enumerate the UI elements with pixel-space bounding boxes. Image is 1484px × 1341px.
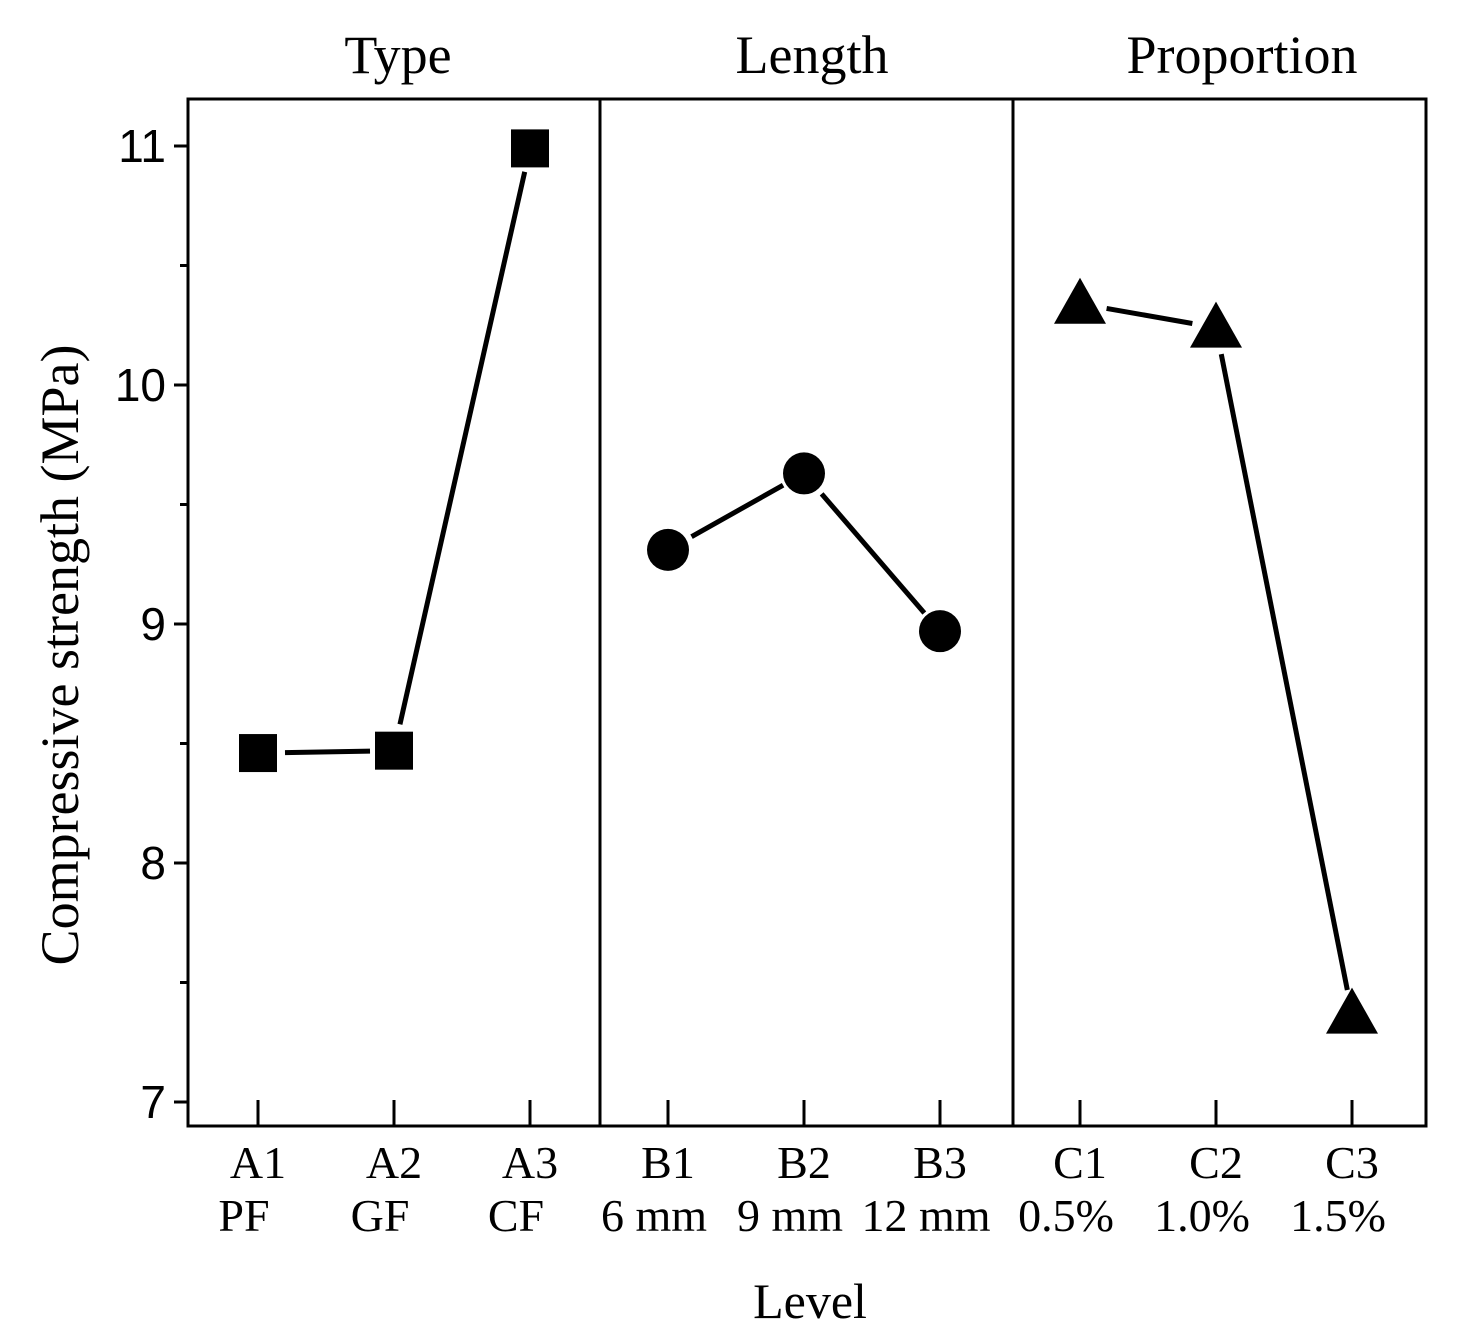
circle-marker (919, 610, 961, 653)
x-tick-sublabel: 9 mm (737, 1190, 843, 1241)
x-tick-label: A3 (502, 1137, 558, 1188)
x-tick-label: C2 (1189, 1137, 1243, 1188)
series-line-segment (690, 483, 785, 539)
y-tick-label: 8 (140, 837, 166, 889)
series-line-segment (397, 171, 528, 725)
panel-proportion: Proportion C10.5% C21.0% C31.5% (1018, 25, 1386, 1241)
series-line-segment (1218, 353, 1350, 991)
y-tick-label: 9 (140, 598, 166, 650)
x-tick-sublabel: 6 mm (601, 1190, 707, 1241)
panel-title: Proportion (1126, 25, 1357, 85)
x-axis-label: Level (753, 1273, 867, 1329)
y-axis-label: Compressive strength (MPa) (30, 345, 90, 966)
x-tick-sublabel: 0.5% (1018, 1190, 1114, 1241)
x-tick-label: A1 (230, 1137, 286, 1188)
x-tick-label: B1 (641, 1137, 695, 1188)
plot-frame (186, 97, 1428, 1128)
x-tick-sublabel: GF (351, 1190, 410, 1241)
triangle-marker (1326, 987, 1378, 1034)
x-tick-sublabel: PF (218, 1190, 269, 1241)
circle-marker (783, 452, 825, 495)
y-axis: 7 8 9 10 11 (115, 120, 188, 1128)
x-tick-label: C1 (1053, 1137, 1107, 1188)
y-tick-label: 11 (118, 120, 166, 172)
square-marker (511, 129, 549, 168)
x-tick-sublabel: CF (488, 1190, 544, 1241)
x-tick-label: B3 (913, 1137, 967, 1188)
panel-title: Length (736, 25, 889, 85)
series-line-segment (284, 748, 371, 756)
square-marker (239, 734, 277, 773)
x-tick-label: C3 (1325, 1137, 1379, 1188)
triangle-marker (1054, 277, 1106, 324)
panel-title: Type (344, 25, 451, 85)
x-tick-sublabel: 1.0% (1154, 1190, 1250, 1241)
y-tick-label: 7 (140, 1076, 166, 1128)
x-tick-sublabel: 1.5% (1290, 1190, 1386, 1241)
square-marker (375, 731, 413, 770)
x-tick-sublabel: 12 mm (861, 1190, 990, 1241)
x-tick-label: B2 (777, 1137, 831, 1188)
series-line-segment (1106, 305, 1193, 326)
y-tick-label: 10 (115, 359, 166, 411)
triangle-marker (1190, 301, 1242, 348)
circle-marker (647, 528, 689, 571)
series-line-segment (819, 492, 927, 615)
x-tick-label: A2 (366, 1137, 422, 1188)
